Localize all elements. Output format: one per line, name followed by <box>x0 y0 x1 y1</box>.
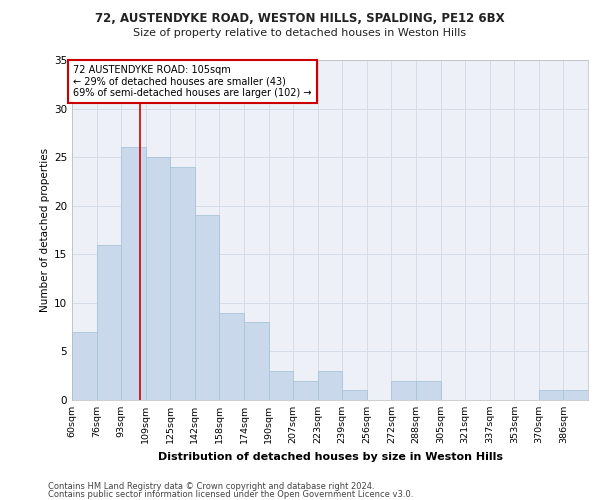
Y-axis label: Number of detached properties: Number of detached properties <box>40 148 50 312</box>
Bar <box>318 371 342 400</box>
Bar <box>146 157 170 400</box>
Bar <box>342 390 367 400</box>
Text: Contains public sector information licensed under the Open Government Licence v3: Contains public sector information licen… <box>48 490 413 499</box>
Bar <box>72 332 97 400</box>
X-axis label: Distribution of detached houses by size in Weston Hills: Distribution of detached houses by size … <box>157 452 503 462</box>
Bar <box>416 380 440 400</box>
Bar <box>170 167 195 400</box>
Bar <box>97 244 121 400</box>
Bar <box>220 312 244 400</box>
Text: 72, AUSTENDYKE ROAD, WESTON HILLS, SPALDING, PE12 6BX: 72, AUSTENDYKE ROAD, WESTON HILLS, SPALD… <box>95 12 505 26</box>
Text: Contains HM Land Registry data © Crown copyright and database right 2024.: Contains HM Land Registry data © Crown c… <box>48 482 374 491</box>
Text: 72 AUSTENDYKE ROAD: 105sqm
← 29% of detached houses are smaller (43)
69% of semi: 72 AUSTENDYKE ROAD: 105sqm ← 29% of deta… <box>73 65 312 98</box>
Text: Size of property relative to detached houses in Weston Hills: Size of property relative to detached ho… <box>133 28 467 38</box>
Bar <box>269 371 293 400</box>
Bar <box>293 380 318 400</box>
Bar <box>244 322 269 400</box>
Bar <box>563 390 588 400</box>
Bar <box>539 390 563 400</box>
Bar <box>391 380 416 400</box>
Bar <box>195 216 220 400</box>
Bar <box>121 148 146 400</box>
